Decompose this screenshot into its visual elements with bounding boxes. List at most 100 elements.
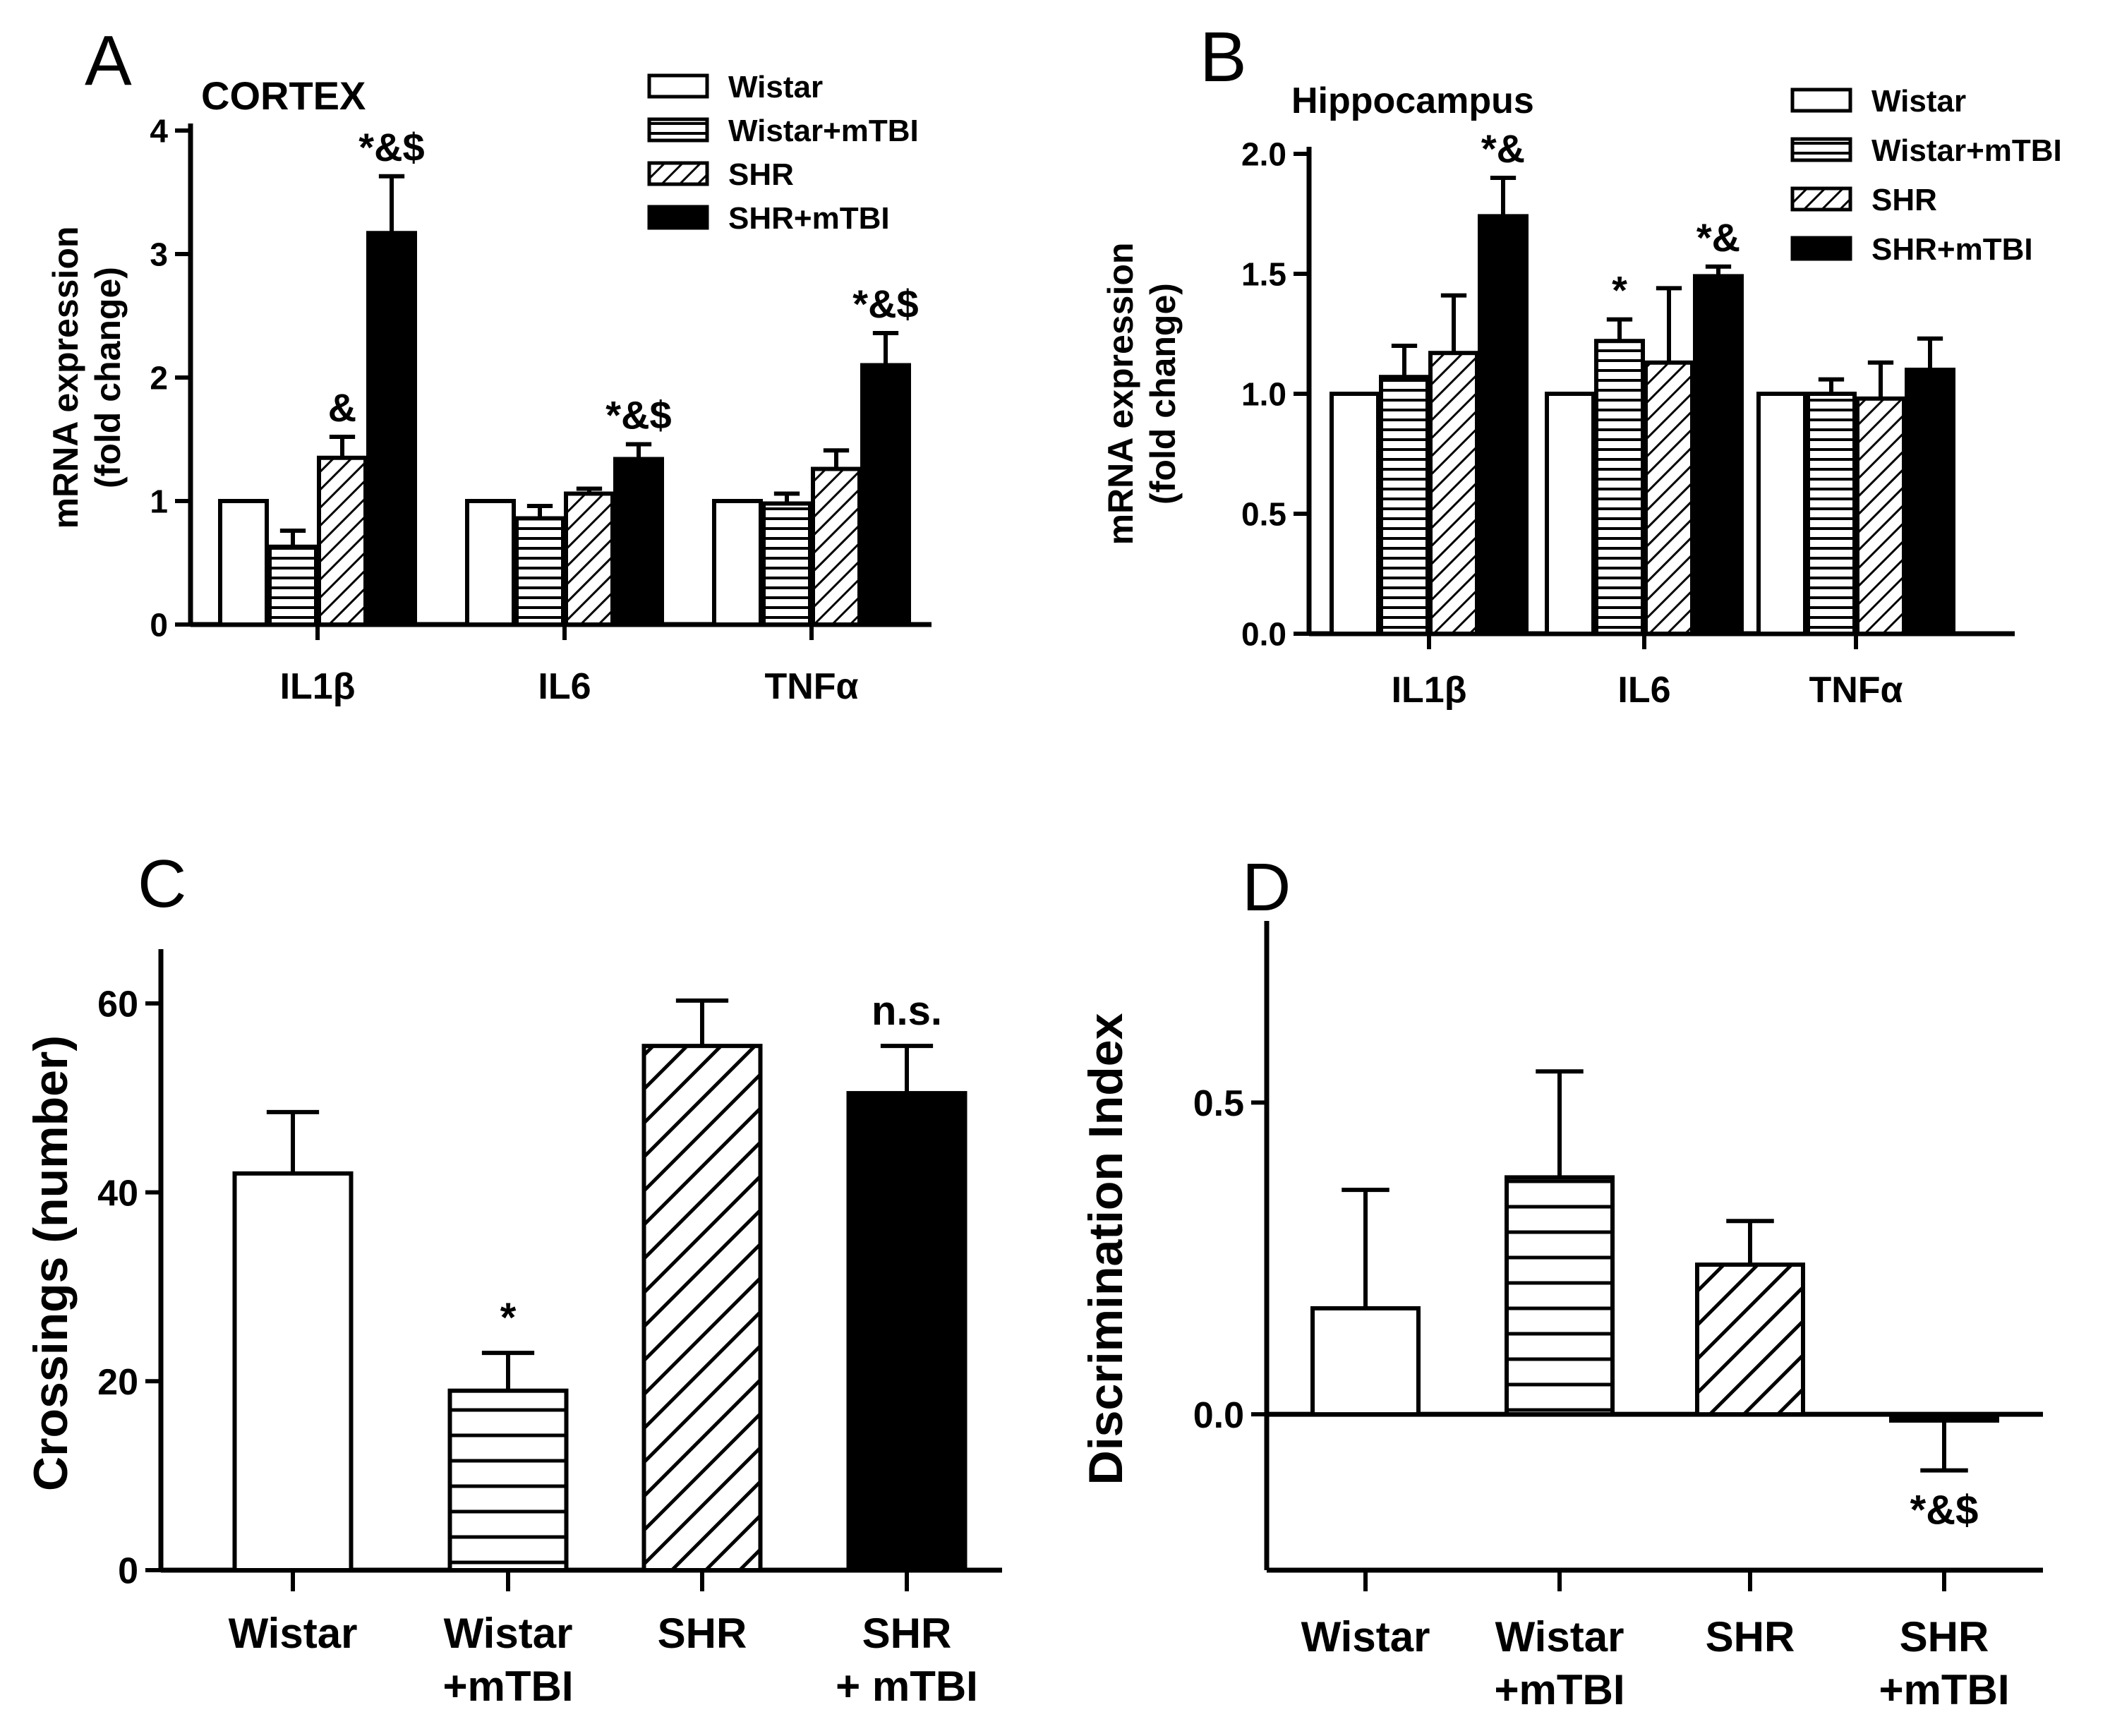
legend-swatch xyxy=(1790,137,1852,162)
x-category-label: SHR xyxy=(862,1610,952,1657)
bar xyxy=(1478,214,1529,636)
bar xyxy=(761,501,812,627)
bar xyxy=(1806,392,1857,636)
panel-letter: A xyxy=(85,21,132,100)
bar xyxy=(712,499,763,627)
panel-c: C 0 20 40 60 Crossings (number) Wistar Wistar +m… xyxy=(24,846,1002,1710)
legend-label: Wistar xyxy=(1871,84,1966,119)
legend-swatch xyxy=(647,73,709,99)
bar xyxy=(1644,360,1694,636)
x-category-label: IL6 xyxy=(1617,670,1670,711)
bar xyxy=(811,466,862,627)
legend-swatch xyxy=(1790,88,1852,113)
y-axis-title: Discrimination Index xyxy=(1079,1013,1133,1485)
x-category-label: IL6 xyxy=(538,666,591,707)
y-axis-title: mRNA expression xyxy=(1101,243,1140,545)
legend-label: SHR+mTBI xyxy=(728,201,890,236)
y-tick-label: 2.0 xyxy=(1241,136,1286,173)
bar xyxy=(1310,1306,1421,1417)
panel-a: A CORTEX 0 1 2 3 4 mRNA expression (fold change)… xyxy=(46,21,932,707)
legend-swatch xyxy=(647,205,709,230)
significance-label: *& xyxy=(1481,126,1525,171)
bar xyxy=(1756,392,1807,636)
y-tick-label: 0.5 xyxy=(1241,496,1286,533)
panel-title: Hippocampus xyxy=(1291,80,1534,121)
bar xyxy=(447,1388,569,1572)
x-category-label: +mTBI xyxy=(1879,1666,2009,1713)
y-tick-label: 0.0 xyxy=(1241,616,1286,653)
y-axis-title: (fold change) xyxy=(1143,283,1183,505)
y-axis-title: (fold change) xyxy=(88,267,128,488)
x-category-label: TNFα xyxy=(1809,670,1903,711)
bar xyxy=(1428,351,1479,636)
significance-label: *&$ xyxy=(358,125,424,169)
bar xyxy=(846,1091,967,1572)
x-category-label: SHR xyxy=(1900,1613,1989,1660)
significance-label: n.s. xyxy=(872,988,942,1034)
x-category-label: IL1β xyxy=(280,666,356,707)
y-tick-label: 60 xyxy=(97,984,138,1025)
bar xyxy=(1889,1412,1999,1423)
panel-title: CORTEX xyxy=(201,73,366,118)
legend-label: Wistar xyxy=(728,70,823,104)
significance-label: *&$ xyxy=(1910,1488,1979,1533)
significance-label: *& xyxy=(1696,215,1740,260)
x-category-label: Wistar xyxy=(229,1610,358,1657)
x-category-label: Wistar xyxy=(444,1610,573,1657)
y-tick-label: 1 xyxy=(150,483,168,520)
bar xyxy=(1905,368,1955,636)
legend-swatch xyxy=(647,161,709,186)
significance-label: * xyxy=(500,1295,517,1341)
y-tick-label: 0 xyxy=(118,1551,138,1592)
legend-swatch xyxy=(1790,236,1852,261)
bar xyxy=(267,544,318,627)
significance-label: & xyxy=(328,385,356,430)
legend-swatch xyxy=(1790,186,1852,212)
significance-label: *&$ xyxy=(605,393,671,438)
bar xyxy=(514,516,565,627)
y-tick-label: 0.0 xyxy=(1193,1395,1244,1436)
panel-b: B Hippocampus 0.0 0.5 1.0 1.5 2.0 mRNA expressi… xyxy=(1101,18,2062,711)
x-category-label: SHR xyxy=(1706,1613,1795,1660)
bar xyxy=(1695,1262,1805,1417)
bar xyxy=(564,491,615,627)
panel-letter: C xyxy=(138,846,186,922)
y-tick-label: 1.0 xyxy=(1241,376,1286,413)
legend-label: SHR+mTBI xyxy=(1871,232,2033,267)
x-category-label: +mTBI xyxy=(442,1663,573,1710)
x-category-label: Wistar xyxy=(1495,1613,1624,1660)
legend-swatch xyxy=(647,117,709,143)
bar xyxy=(613,457,664,627)
bar xyxy=(641,1044,763,1572)
x-category-label: SHR xyxy=(658,1610,747,1657)
bar xyxy=(1545,392,1596,636)
bar xyxy=(232,1171,354,1573)
bar xyxy=(860,363,911,627)
y-tick-label: 0 xyxy=(150,607,168,644)
panel-d: D 0.0 0.5 Discrimination Index Wistar Wistar +… xyxy=(1079,850,2043,1713)
x-category-label: IL1β xyxy=(1392,670,1467,711)
bar xyxy=(1594,339,1645,636)
bar xyxy=(1693,274,1744,636)
x-category-label: TNFα xyxy=(764,666,858,707)
y-tick-label: 1.5 xyxy=(1241,256,1286,293)
y-axis-title: mRNA expression xyxy=(46,227,85,529)
panel-letter: B xyxy=(1200,18,1247,97)
x-category-label: + mTBI xyxy=(836,1663,978,1710)
y-axis-title: Crossings (number) xyxy=(24,1035,78,1491)
significance-label: * xyxy=(1612,268,1627,313)
significance-label: *&$ xyxy=(852,282,918,326)
panel-letter: D xyxy=(1242,850,1291,925)
y-tick-label: 4 xyxy=(150,113,168,150)
x-category-label: Wistar xyxy=(1301,1613,1430,1660)
y-tick-label: 0.5 xyxy=(1193,1083,1244,1124)
y-tick-label: 40 xyxy=(97,1173,138,1214)
legend-label: Wistar+mTBI xyxy=(1871,133,2062,168)
y-tick-label: 3 xyxy=(150,236,168,273)
legend-label: SHR xyxy=(1871,183,1937,217)
bar xyxy=(465,499,516,627)
bar xyxy=(1330,392,1380,636)
y-tick-label: 20 xyxy=(97,1362,138,1403)
bar xyxy=(317,455,368,627)
